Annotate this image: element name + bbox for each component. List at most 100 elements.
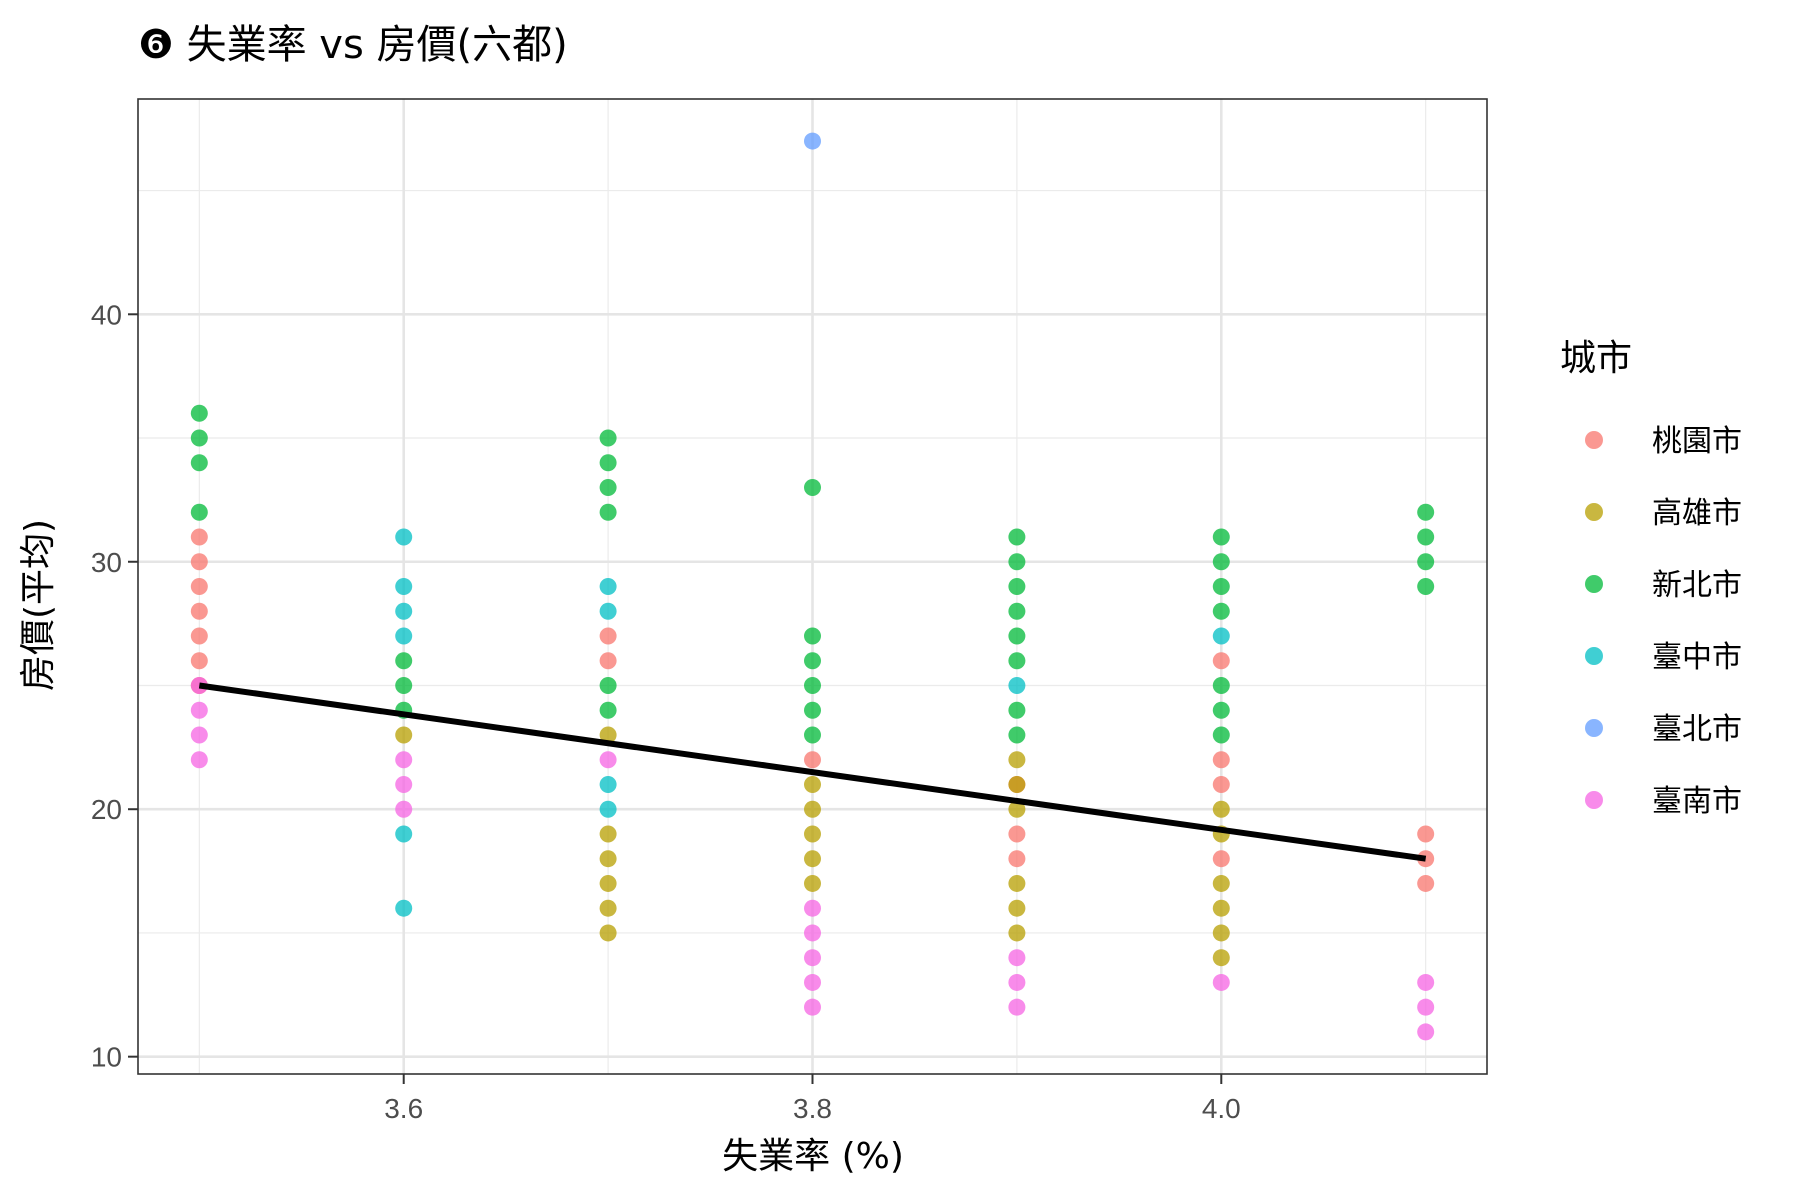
data-point — [395, 578, 413, 595]
data-point — [599, 800, 617, 818]
data-point — [804, 775, 821, 793]
data-point — [804, 800, 821, 818]
data-point — [1212, 553, 1230, 571]
data-point — [190, 652, 208, 670]
data-point — [599, 726, 617, 744]
data-point — [190, 578, 208, 595]
data-point — [804, 751, 821, 769]
data-point — [190, 701, 208, 719]
data-point — [1008, 602, 1026, 620]
data-point — [395, 726, 413, 744]
data-point — [599, 899, 617, 917]
data-point — [395, 800, 413, 818]
data-point — [1008, 578, 1026, 595]
data-point — [599, 503, 617, 521]
data-point — [1417, 825, 1435, 843]
data-point — [599, 751, 617, 769]
legend-label: 臺中市 — [1652, 640, 1742, 675]
data-point — [395, 676, 413, 694]
y-axis-title: 房價(平均) — [18, 519, 59, 691]
legend-label: 臺北市 — [1652, 712, 1742, 747]
data-point — [1008, 800, 1026, 818]
legend-key — [1585, 791, 1603, 809]
legend-label: 桃園市 — [1652, 424, 1742, 459]
data-point — [1008, 751, 1026, 769]
data-point — [1212, 874, 1230, 892]
data-point — [395, 627, 413, 645]
legend-label: 新北市 — [1652, 568, 1742, 603]
data-point — [599, 479, 617, 497]
data-point — [190, 602, 208, 620]
data-point — [190, 454, 208, 472]
y-tick-label: 30 — [91, 547, 122, 578]
data-point — [1008, 627, 1026, 645]
data-point — [1212, 726, 1230, 744]
data-point — [395, 899, 413, 917]
data-point — [804, 726, 821, 744]
data-point — [804, 973, 821, 991]
legend-key — [1585, 647, 1603, 665]
data-point — [804, 924, 821, 942]
data-point — [1212, 800, 1230, 818]
legend-label: 高雄市 — [1652, 496, 1742, 531]
legend-title: 城市 — [1560, 338, 1632, 379]
x-tick-label: 4.0 — [1202, 1093, 1241, 1124]
data-point — [804, 825, 821, 843]
data-point — [190, 404, 208, 422]
x-axis-title: 失業率 (%) — [722, 1136, 904, 1177]
data-point — [1417, 1023, 1435, 1041]
data-point — [1212, 627, 1230, 645]
data-point — [599, 627, 617, 645]
data-point — [1212, 676, 1230, 694]
data-point — [190, 751, 208, 769]
data-point — [599, 454, 617, 472]
legend-label: 臺南市 — [1652, 784, 1742, 819]
data-point — [1008, 973, 1026, 991]
data-point — [804, 676, 821, 694]
data-point — [1212, 528, 1230, 546]
data-point — [804, 479, 821, 497]
data-point — [1417, 503, 1435, 521]
data-point — [1212, 775, 1230, 793]
data-point — [395, 652, 413, 670]
data-point — [1417, 528, 1435, 546]
data-point — [1008, 899, 1026, 917]
data-point — [1417, 998, 1435, 1016]
data-point — [1212, 751, 1230, 769]
data-point — [1212, 602, 1230, 620]
data-point — [190, 429, 208, 447]
data-point — [804, 850, 821, 868]
data-point — [804, 701, 821, 719]
trend-line — [198, 682, 1427, 862]
data-point — [1008, 528, 1026, 546]
data-point — [804, 652, 821, 670]
data-point — [599, 924, 617, 942]
chart-title: ❻ 失業率 vs 房價(六都) — [138, 22, 568, 68]
data-point — [1008, 825, 1026, 843]
legend-key — [1585, 719, 1603, 737]
data-point — [1417, 553, 1435, 571]
data-point — [190, 726, 208, 744]
data-point — [804, 874, 821, 892]
data-point — [395, 751, 413, 769]
data-point — [395, 825, 413, 843]
data-point — [599, 775, 617, 793]
data-point — [804, 132, 821, 150]
data-point — [1212, 949, 1230, 967]
data-point — [1212, 973, 1230, 991]
data-point — [1212, 652, 1230, 670]
data-point — [599, 602, 617, 620]
data-point — [599, 850, 617, 868]
data-point — [1008, 676, 1026, 694]
data-point — [599, 652, 617, 670]
y-tick-label: 20 — [91, 794, 122, 825]
data-point — [1212, 850, 1230, 868]
data-point — [804, 627, 821, 645]
data-point — [599, 874, 617, 892]
data-point — [599, 701, 617, 719]
data-point — [1008, 949, 1026, 967]
data-point — [599, 429, 617, 447]
data-point — [804, 949, 821, 967]
